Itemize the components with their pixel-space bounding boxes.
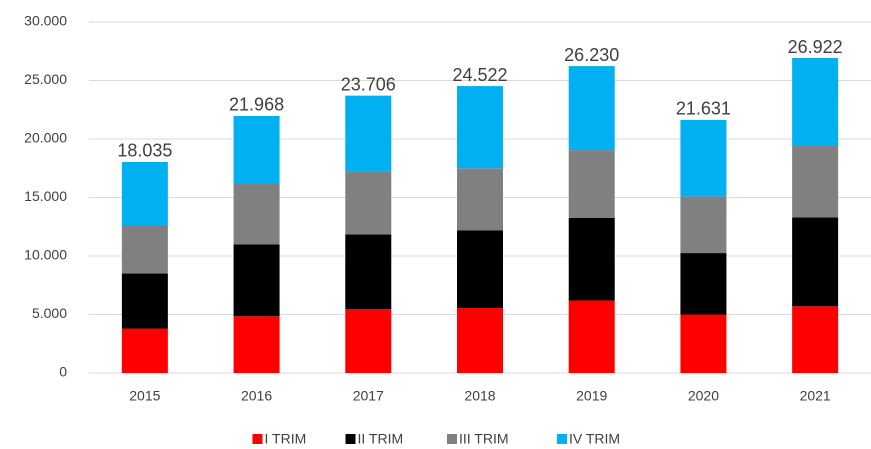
bar-segment: [457, 308, 503, 373]
total-label: 21.968: [229, 95, 284, 115]
y-tick-label: 0: [59, 364, 67, 380]
bar-segment: [345, 309, 392, 373]
y-tick-label: 15.000: [24, 188, 67, 204]
bar-segment: [568, 300, 615, 373]
x-tick-label: 2017: [353, 388, 384, 404]
total-label: 18.035: [117, 141, 172, 161]
bar-segment: [792, 146, 839, 218]
x-tick-label: 2019: [576, 388, 607, 404]
total-label: 24.522: [452, 65, 507, 85]
legend-label: II TRIM: [358, 431, 404, 447]
bar-segment: [233, 184, 280, 245]
bar-segment: [121, 328, 168, 373]
y-tick-label: 20.000: [24, 130, 67, 146]
total-label: 26.230: [564, 45, 619, 65]
bar-segment: [233, 244, 280, 317]
bar-segment: [233, 316, 280, 373]
x-tick-label: 2021: [800, 388, 831, 404]
bar-segment: [792, 217, 839, 307]
bar-segment: [457, 86, 503, 169]
bar-segment: [680, 196, 727, 254]
bar-segment: [680, 119, 727, 197]
legend-label: I TRIM: [265, 431, 307, 447]
legend-swatch: [557, 434, 567, 444]
bar-segment: [345, 234, 392, 310]
x-tick-label: 2018: [464, 388, 495, 404]
bar-segment: [233, 115, 280, 185]
x-tick-label: 2015: [129, 388, 160, 404]
bar-segment: [121, 224, 168, 274]
bar-segment: [121, 161, 168, 225]
y-tick-label: 5.000: [32, 305, 67, 321]
bar-segment: [345, 95, 392, 172]
bar-segment: [121, 273, 168, 329]
x-tick-label: 2020: [688, 388, 719, 404]
y-tick-label: 10.000: [24, 247, 67, 263]
legend-swatch: [447, 434, 457, 444]
total-label: 23.706: [341, 74, 396, 94]
bar-segment: [568, 66, 615, 151]
x-tick-label: 2016: [241, 388, 272, 404]
bar-segment: [568, 217, 615, 301]
legend-swatch: [345, 434, 356, 444]
legend-label: IV TRIM: [569, 431, 620, 447]
legend-swatch: [252, 434, 263, 444]
bar-segment: [345, 171, 392, 235]
y-tick-label: 30.000: [24, 13, 67, 29]
bar-segment: [792, 306, 839, 373]
total-label: 26.922: [788, 37, 843, 57]
bar-segment: [568, 150, 615, 218]
legend-label: III TRIM: [459, 431, 509, 447]
bar-segment: [680, 253, 727, 315]
bar-segment: [457, 230, 503, 309]
total-label: 21.631: [676, 99, 731, 119]
bar-segment: [457, 168, 503, 231]
bar-segment: [792, 58, 839, 147]
y-tick-label: 25.000: [24, 71, 67, 87]
bar-segment: [680, 314, 727, 373]
